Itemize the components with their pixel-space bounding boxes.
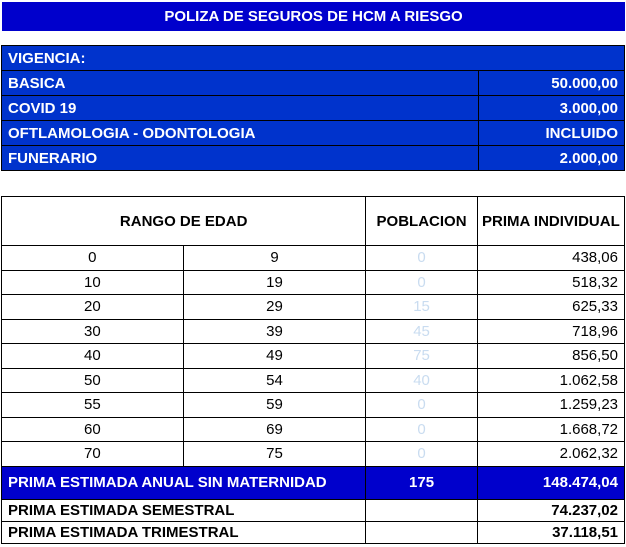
prima-individual: 856,50 — [476, 343, 626, 369]
total-pop: 175 — [365, 465, 478, 500]
rates-table: RANGO DE EDAD POBLACION PRIMA INDIVIDUAL… — [0, 196, 626, 544]
prima-individual: 1.062,58 — [476, 367, 626, 393]
semestral-label: PRIMA ESTIMADA SEMESTRAL — [0, 498, 367, 522]
trimestral-value: 37.118,51 — [476, 520, 626, 544]
prima-individual: 1.259,23 — [476, 392, 626, 418]
coverage-value: 3.000,00 — [478, 95, 625, 121]
age-to: 75 — [182, 441, 367, 467]
age-from: 60 — [1, 416, 184, 442]
prima-individual: 2.062,32 — [476, 441, 626, 467]
coverage-label: FUNERARIO — [1, 145, 479, 171]
table-row: 20 29 15 625,33 — [1, 294, 626, 320]
empty-cell — [365, 520, 478, 544]
total-row: PRIMA ESTIMADA ANUAL SIN MATERNIDAD 175 … — [0, 465, 626, 500]
population: 15 — [365, 294, 478, 320]
age-from: 20 — [1, 294, 184, 320]
empty-cell — [365, 498, 478, 522]
coverage-row: BASICA 50.000,00 — [1, 70, 625, 96]
vigencia-label: VIGENCIA: — [1, 45, 625, 71]
coverage-row: OFTLAMOLOGIA - ODONTOLOGIA INCLUIDO — [1, 120, 625, 146]
total-label: PRIMA ESTIMADA ANUAL SIN MATERNIDAD — [0, 465, 367, 500]
trimestral-label: PRIMA ESTIMADA TRIMESTRAL — [0, 520, 367, 544]
age-to: 29 — [182, 294, 367, 320]
table-row: 55 59 0 1.259,23 — [1, 392, 626, 418]
semestral-value: 74.237,02 — [476, 498, 626, 522]
table-row: 50 54 40 1.062,58 — [1, 367, 626, 393]
page-title: POLIZA DE SEGUROS DE HCM A RIESGO — [2, 2, 625, 31]
total-value: 148.474,04 — [476, 465, 626, 500]
age-to: 9 — [182, 245, 367, 271]
age-to: 49 — [182, 343, 367, 369]
table-row: 70 75 0 2.062,32 — [1, 441, 626, 467]
header-poblacion: POBLACION — [365, 196, 478, 246]
header-prima: PRIMA INDIVIDUAL — [476, 196, 626, 246]
semestral-row: PRIMA ESTIMADA SEMESTRAL 74.237,02 — [0, 498, 626, 522]
population: 0 — [365, 245, 478, 271]
age-to: 54 — [182, 367, 367, 393]
table-row: 0 9 0 438,06 — [1, 245, 626, 271]
coverage-value: INCLUIDO — [478, 120, 625, 146]
age-from: 10 — [1, 269, 184, 295]
coverage-label: BASICA — [1, 70, 479, 96]
table-row: 30 39 45 718,96 — [1, 318, 626, 344]
age-from: 0 — [1, 245, 184, 271]
age-to: 59 — [182, 392, 367, 418]
prima-individual: 1.668,72 — [476, 416, 626, 442]
population: 40 — [365, 367, 478, 393]
population: 0 — [365, 392, 478, 418]
table-row: 60 69 0 1.668,72 — [1, 416, 626, 442]
coverage-label: COVID 19 — [1, 95, 479, 121]
coverage-value: 50.000,00 — [478, 70, 625, 96]
prima-individual: 518,32 — [476, 269, 626, 295]
coverage-value: 2.000,00 — [478, 145, 625, 171]
population: 45 — [365, 318, 478, 344]
coverage-label: OFTLAMOLOGIA - ODONTOLOGIA — [1, 120, 479, 146]
coverage-table: VIGENCIA: BASICA 50.000,00 COVID 19 3.000,0… — [1, 45, 625, 171]
prima-individual: 438,06 — [476, 245, 626, 271]
age-to: 69 — [182, 416, 367, 442]
table-row: 40 49 75 856,50 — [1, 343, 626, 369]
population: 0 — [365, 441, 478, 467]
age-to: 39 — [182, 318, 367, 344]
prima-individual: 625,33 — [476, 294, 626, 320]
population: 0 — [365, 416, 478, 442]
population: 75 — [365, 343, 478, 369]
age-from: 30 — [1, 318, 184, 344]
age-from: 40 — [1, 343, 184, 369]
age-from: 55 — [1, 392, 184, 418]
trimestral-row: PRIMA ESTIMADA TRIMESTRAL 37.118,51 — [0, 520, 626, 544]
age-from: 50 — [1, 367, 184, 393]
population: 0 — [365, 269, 478, 295]
prima-individual: 718,96 — [476, 318, 626, 344]
coverage-row: COVID 19 3.000,00 — [1, 95, 625, 121]
coverage-row: FUNERARIO 2.000,00 — [1, 145, 625, 171]
age-to: 19 — [182, 269, 367, 295]
age-from: 70 — [1, 441, 184, 467]
header-rango: RANGO DE EDAD — [0, 196, 367, 246]
table-row: 10 19 0 518,32 — [1, 269, 626, 295]
